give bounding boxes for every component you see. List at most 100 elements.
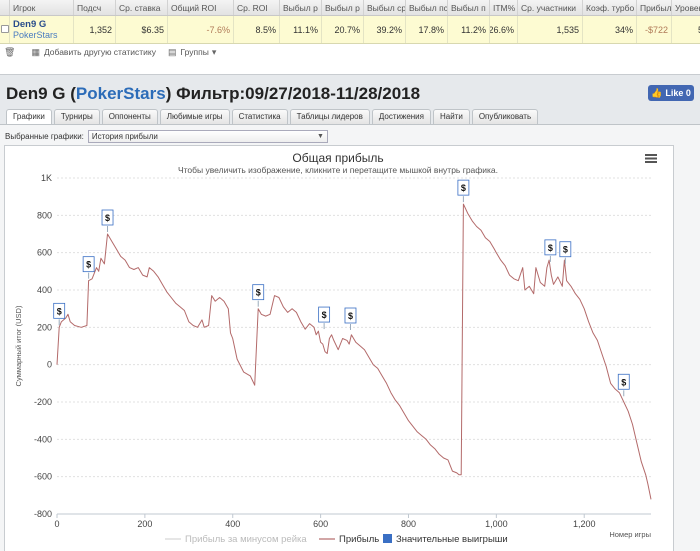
- chart-title: Общая прибыль: [292, 151, 383, 165]
- tab-0[interactable]: Графики: [6, 109, 52, 124]
- column-header[interactable]: Выбыл р: [280, 0, 322, 15]
- marker-flag[interactable]: [344, 307, 357, 324]
- column-header[interactable]: Выбыл пс: [406, 0, 448, 15]
- groups-label: Группы: [180, 47, 209, 57]
- marker-flag[interactable]: [617, 373, 630, 390]
- marker-label: $: [256, 288, 261, 298]
- player-site-link[interactable]: PokerStars: [13, 29, 58, 40]
- x-tick-label: 1,200: [573, 519, 596, 529]
- menu-icon-bar[interactable]: [645, 154, 657, 156]
- table-cell: 39.2%: [364, 16, 406, 43]
- marker-flag[interactable]: [559, 241, 572, 258]
- menu-icon-bar[interactable]: [645, 157, 657, 160]
- column-header[interactable]: Ср. ROI: [234, 0, 280, 15]
- column-header[interactable]: [0, 0, 10, 15]
- columns-icon: ▦: [31, 46, 40, 57]
- x-tick-label: 400: [225, 519, 240, 529]
- facebook-like-button[interactable]: 👍 Like 0: [648, 85, 694, 101]
- tab-3[interactable]: Любимые игры: [159, 109, 230, 124]
- row-checkbox[interactable]: [1, 25, 9, 33]
- x-axis-label: Номер игры: [609, 530, 651, 539]
- table-cell: 26.6%: [490, 16, 518, 43]
- column-header[interactable]: Общий ROI: [168, 0, 234, 15]
- marker-label: $: [548, 243, 553, 253]
- marker-label: $: [322, 310, 327, 320]
- column-header[interactable]: Игрок: [10, 0, 74, 15]
- column-header[interactable]: Ср. участники: [518, 0, 583, 15]
- column-header[interactable]: Уровень: [672, 0, 700, 15]
- tab-1[interactable]: Турниры: [53, 109, 100, 124]
- tab-bar: Графики Турниры Оппоненты Любимые игры Стати…: [6, 109, 540, 124]
- table-row[interactable]: Den9 G PokerStars 1,352 $6.35 -7.6% 8.5% 11.…: [0, 16, 700, 44]
- marker-flag[interactable]: [457, 179, 470, 196]
- legend-item-profit: Прибыль: [339, 534, 379, 545]
- tab-5[interactable]: Таблицы лидеров: [289, 109, 370, 124]
- column-header[interactable]: Выбыл ср: [364, 0, 406, 15]
- tab-4[interactable]: Статистика: [231, 109, 288, 124]
- y-tick-label: 0: [47, 360, 52, 370]
- chart-selector-value: История прибыли: [91, 132, 158, 141]
- table-cell: 1,535: [518, 16, 583, 43]
- series-line-profit[interactable]: [56, 203, 652, 500]
- y-axis-label: Суммарный итог (USD): [14, 305, 23, 386]
- title-filter: Фильтр:09/27/2018-11/28/2018: [176, 84, 421, 103]
- tab-content: Выбранные графики: История прибыли ▼ Общ…: [0, 124, 700, 551]
- marker-label: $: [621, 377, 626, 387]
- table-cell: -7.6%: [168, 16, 234, 43]
- chart-selector-dropdown[interactable]: История прибыли ▼: [87, 130, 328, 143]
- delete-button[interactable]: 🗑: [4, 47, 19, 58]
- marker-flag[interactable]: [101, 209, 114, 226]
- marker-flag[interactable]: [53, 302, 66, 319]
- tab-6[interactable]: Достижения: [371, 109, 431, 124]
- player-name-link[interactable]: Den9 G: [13, 18, 47, 30]
- stats-toolbar: 🗑 ▦ Добавить другую статистику ▤ Группы ▾: [0, 44, 700, 60]
- column-header[interactable]: Подсч: [74, 0, 116, 15]
- tab-7[interactable]: Найти: [432, 109, 470, 124]
- column-header[interactable]: ITM%: [490, 0, 518, 15]
- y-tick-label: -600: [34, 472, 52, 482]
- groups-button[interactable]: ▤ Группы ▾: [168, 47, 220, 58]
- table-cell: $6.35: [116, 16, 168, 43]
- y-tick-label: -800: [34, 509, 52, 519]
- table-cell: 8.5%: [234, 16, 280, 43]
- column-header[interactable]: Ср. ставка: [116, 0, 168, 15]
- chevron-down-icon: ▼: [316, 133, 324, 140]
- table-cell: 11.2%: [448, 16, 490, 43]
- marker-flag[interactable]: [82, 256, 95, 273]
- table-cell: 1,352: [74, 16, 116, 43]
- x-tick-label: 0: [54, 519, 59, 529]
- chart-subtitle: Чтобы увеличить изображение, кликните и …: [178, 165, 498, 175]
- tab-8[interactable]: Опубликовать: [471, 109, 539, 124]
- marker-flag[interactable]: [544, 239, 557, 256]
- marker-flag[interactable]: [318, 306, 331, 323]
- column-header[interactable]: Коэф. турбо: [583, 0, 637, 15]
- stats-table-header: Игрок Подсч Ср. ставка Общий ROI Ср. ROI Выбы…: [0, 0, 700, 16]
- chart-menu-icon[interactable]: [642, 151, 660, 165]
- column-header[interactable]: Прибыль: [637, 0, 672, 15]
- y-tick-label: -400: [34, 434, 52, 444]
- chart-selector-row: Выбранные графики: История прибыли ▼: [5, 130, 328, 143]
- legend-item-rake: Прибыль за минусом рейка: [185, 534, 307, 545]
- tab-2[interactable]: Оппоненты: [101, 109, 158, 124]
- table-cell: 59: [672, 16, 700, 43]
- chart-selector-label: Выбранные графики:: [5, 132, 84, 141]
- profit-chart[interactable]: Общая прибыль Чтобы увеличить изображение…: [4, 145, 674, 551]
- marker-flag[interactable]: [252, 284, 265, 301]
- add-stat-label: Добавить другую статистику: [43, 47, 156, 57]
- add-stat-button[interactable]: ▦ Добавить другую статистику: [31, 47, 156, 58]
- column-header[interactable]: Выбыл р: [322, 0, 364, 15]
- y-tick-label: 800: [37, 210, 52, 220]
- menu-icon-bar[interactable]: [645, 161, 657, 163]
- column-header[interactable]: Выбыл п: [448, 0, 490, 15]
- table-cell: -$722: [637, 16, 672, 43]
- x-tick-label: 200: [137, 519, 152, 529]
- groups-icon: ▤: [168, 46, 177, 57]
- y-tick-label: 200: [37, 322, 52, 332]
- player-cell[interactable]: Den9 G PokerStars: [10, 16, 74, 43]
- title-site-link[interactable]: PokerStars: [75, 84, 166, 103]
- table-cell: 11.1%: [280, 16, 322, 43]
- marker-label: $: [86, 260, 91, 270]
- y-tick-label: 600: [37, 248, 52, 258]
- row-checkbox-cell[interactable]: [0, 16, 10, 43]
